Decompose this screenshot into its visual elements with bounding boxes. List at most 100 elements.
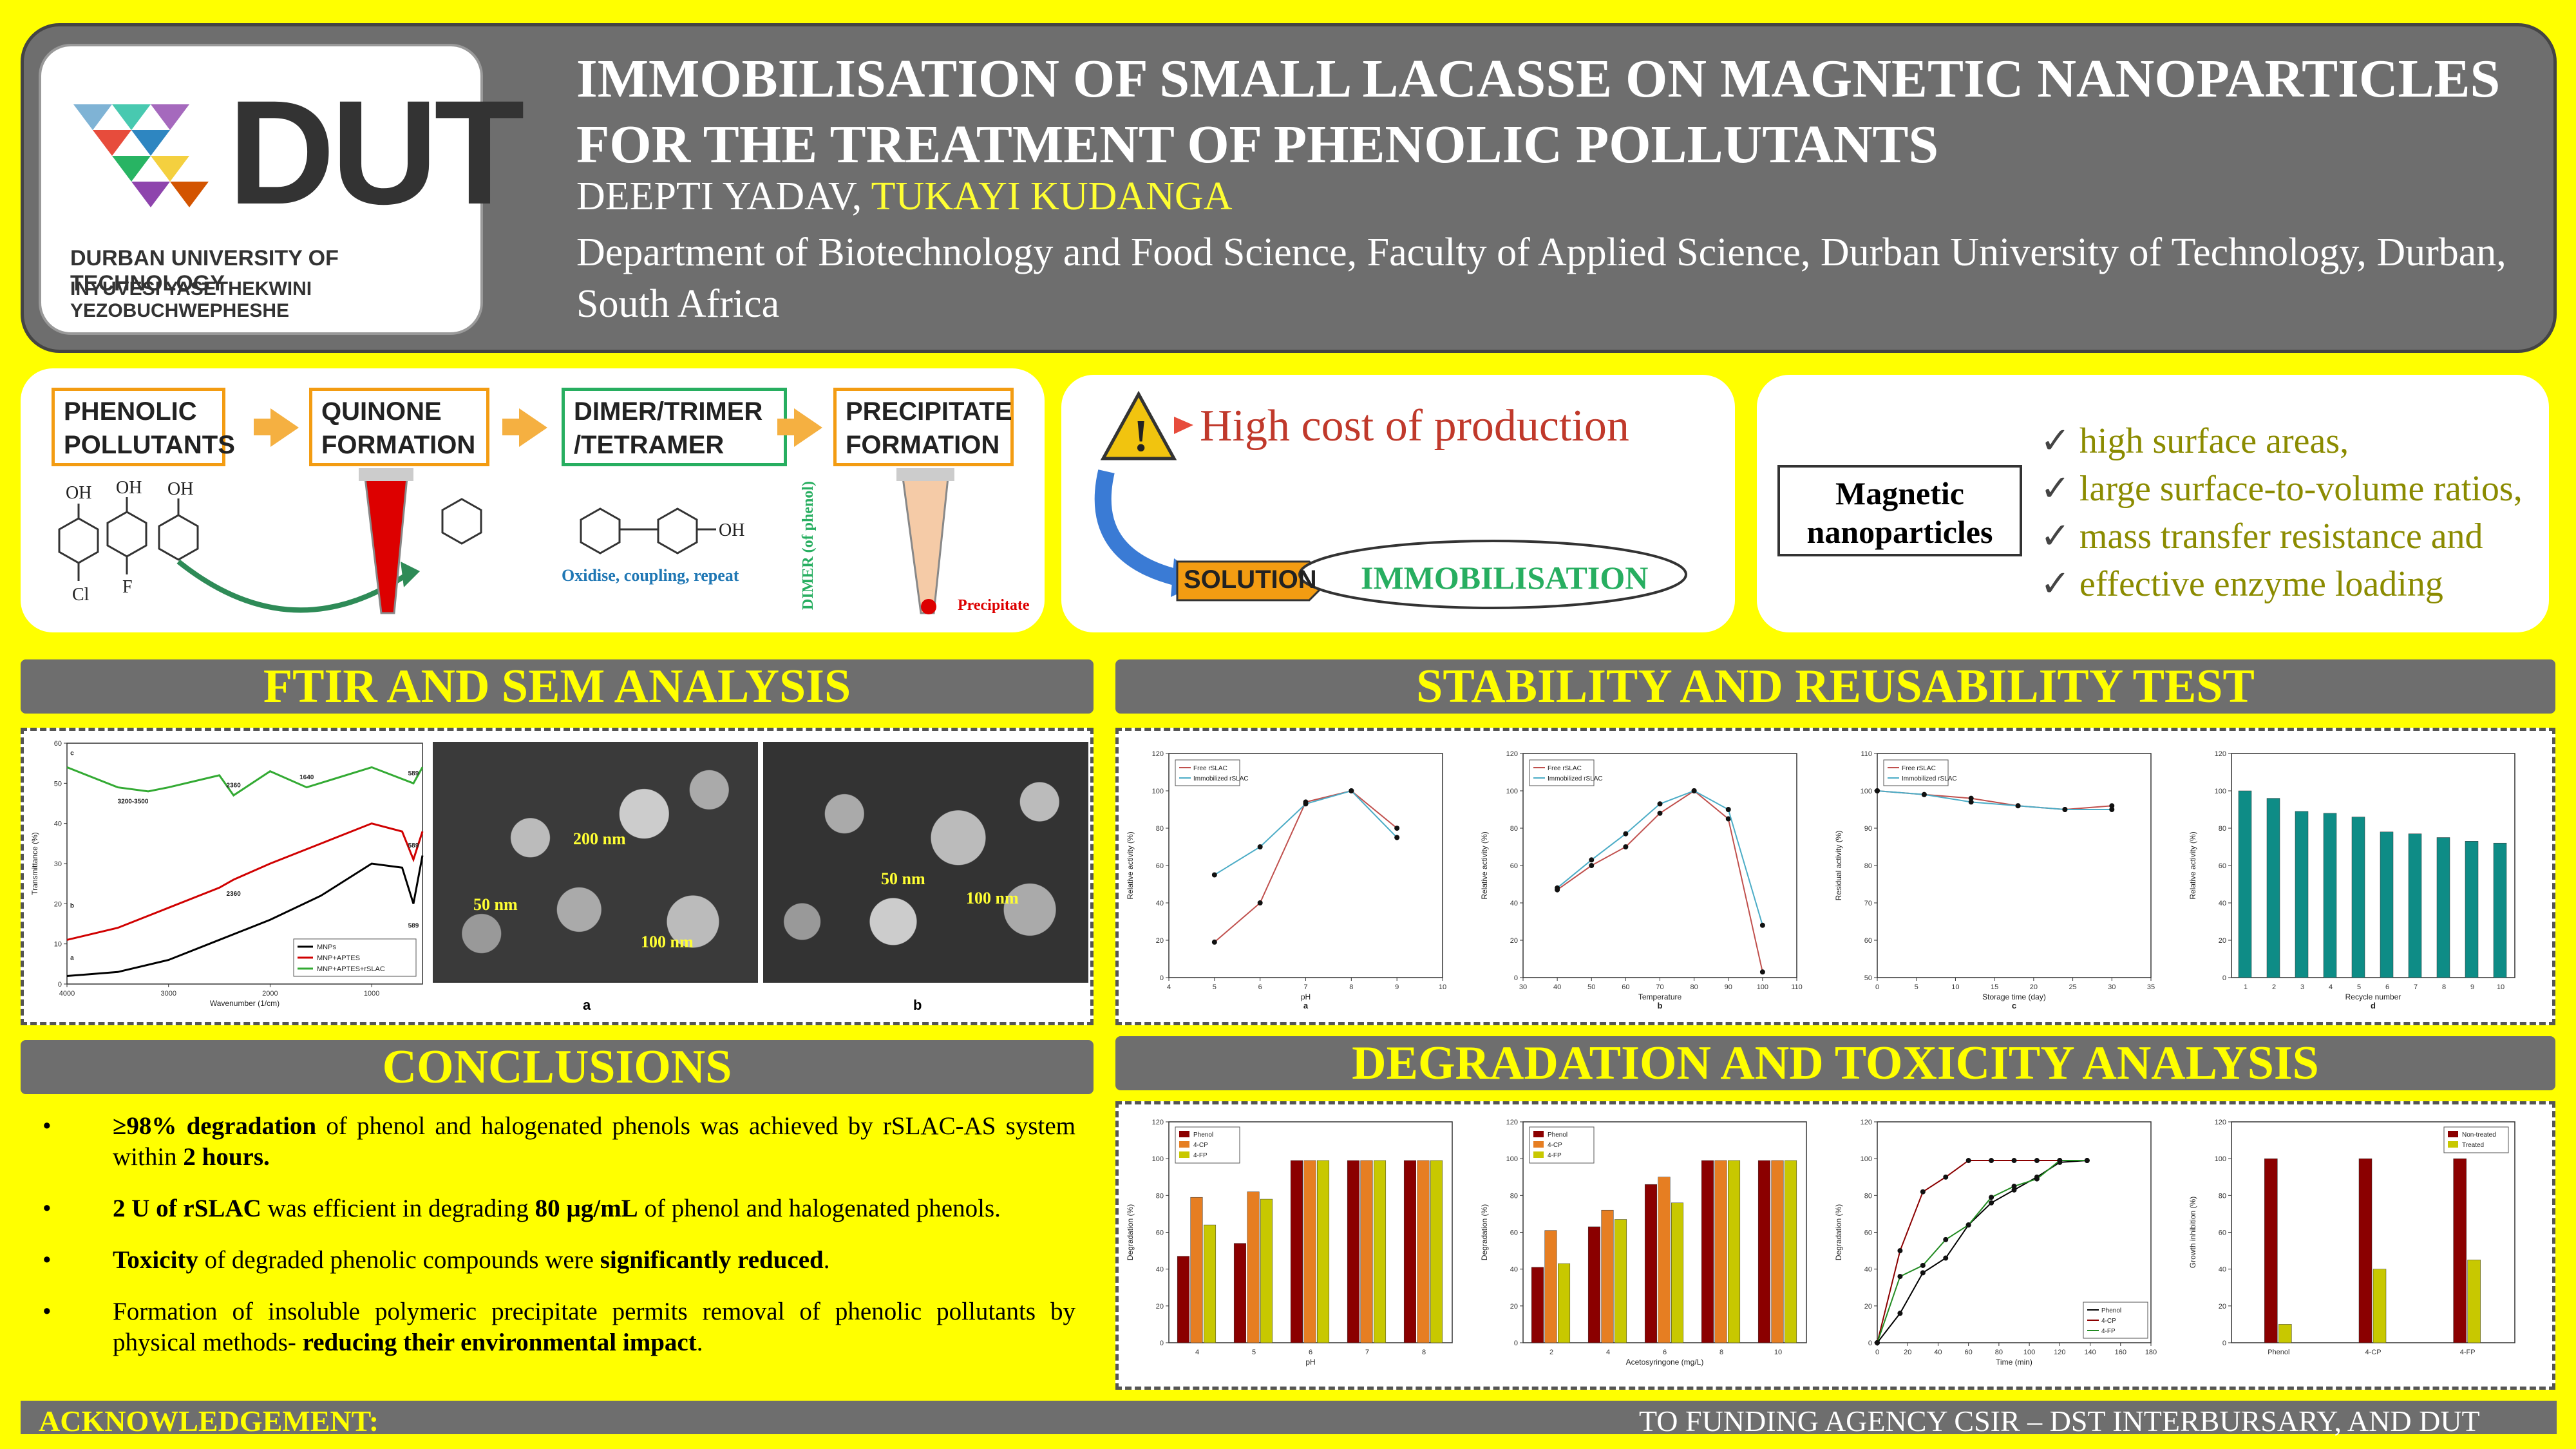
data-point: [1257, 900, 1263, 905]
y-tick-label: 0: [2222, 1340, 2226, 1347]
x-tick-label: 4: [1195, 1349, 1199, 1356]
x-tick-label: 6: [1663, 1349, 1667, 1356]
legend-label: Non-treated: [2462, 1132, 2496, 1139]
data-point: [1943, 1236, 1949, 1242]
y-tick-label: 20: [1156, 937, 1164, 945]
sem-scale-a2: 50 nm: [473, 895, 518, 914]
annotation: b: [70, 903, 74, 910]
x-tick-label: 9: [1395, 983, 1399, 991]
oh-label: OH: [719, 520, 744, 540]
legend-box: [1175, 759, 1240, 786]
x-tick-label: 100: [2023, 1349, 2035, 1356]
x-tick-label: 20: [1904, 1349, 1911, 1356]
data-point: [1989, 1200, 1994, 1206]
toxicity-chart: 0 20 40 60 80 100 120 Growth inhibition (%) Phen…: [2186, 1109, 2534, 1383]
data-point: [1303, 801, 1309, 807]
series-line: [66, 855, 424, 978]
y-tick-label: 40: [1510, 1266, 1518, 1274]
sem-image-a: [433, 742, 758, 981]
y-axis-label: Growth inhibition (%): [2188, 1197, 2197, 1268]
legend-swatch: [1179, 1151, 1189, 1158]
bar: [2372, 1269, 2387, 1343]
series-line: [1214, 790, 1397, 943]
problem-graphic: !: [1094, 390, 1687, 609]
y-tick-label: 60: [2219, 1229, 2226, 1237]
data-point: [1257, 844, 1263, 849]
bar: [2295, 811, 2309, 978]
data-point: [1623, 831, 1629, 837]
bar: [2264, 1158, 2278, 1343]
legend-swatch: [1179, 1141, 1189, 1148]
x-tick-label: 110: [1791, 983, 1803, 991]
data-point: [1943, 1174, 1949, 1180]
sem-info-a: [433, 981, 758, 999]
bar: [1558, 1263, 1571, 1343]
legend-label: Phenol: [2101, 1307, 2121, 1314]
immobilisation-label: IMMOBILISATION: [1361, 560, 1649, 596]
plot-frame: [1877, 753, 2152, 978]
bar: [1757, 1160, 1770, 1343]
data-point: [1897, 1248, 1903, 1254]
bar: [1190, 1197, 1203, 1343]
conclusion-item: • ≥98% degradation of phenol and halogena…: [43, 1112, 1076, 1171]
x-tick-label: 2: [2272, 983, 2276, 991]
sem-scale-b2: 100 nm: [966, 889, 1019, 907]
sem-scale-b1: 50 nm: [881, 869, 925, 888]
bar: [2323, 813, 2337, 978]
conclusion-item: • 2 U of rSLAC was efficient in degrading…: [43, 1195, 1001, 1222]
problem-panel: ! High cost of production SOLUTION IMMOB…: [1061, 375, 1735, 632]
bar: [1658, 1177, 1671, 1343]
legend-label: 4-FP: [1548, 1152, 1562, 1159]
legend-label: MNP+APTES: [317, 954, 360, 962]
data-point: [2015, 803, 2021, 809]
data-point: [1394, 835, 1400, 840]
legend-label: 4-FP: [2101, 1328, 2116, 1335]
x-tick-label: 25: [2069, 983, 2076, 991]
x-axis-label: Storage time (day): [1982, 992, 2046, 1001]
y-tick-label: 80: [1864, 1192, 1872, 1200]
x-tick-label: 40: [1553, 983, 1561, 991]
data-point: [2011, 1187, 2017, 1193]
logo-name: DURBAN UNIVERSITY OF TECHNOLOGY: [70, 246, 339, 296]
y-tick-label: 50: [1864, 974, 1872, 982]
y-tick-label: 0: [2222, 974, 2226, 982]
x-tick-label: 60: [1622, 983, 1629, 991]
solution-label: SOLUTION: [1184, 565, 1317, 594]
bar: [1347, 1160, 1359, 1343]
legend-label: 4-CP: [1193, 1142, 1208, 1149]
y-tick-label: 60: [1510, 862, 1518, 870]
y-tick-label: 120: [2215, 750, 2226, 758]
y-axis-label: Degradation (%): [1126, 1204, 1135, 1260]
data-point: [1349, 788, 1354, 793]
annotation: 589: [408, 842, 419, 849]
flow-step-3: DIMER/TRIMER /TETRAMER: [562, 388, 787, 466]
footer-bar: [21, 1401, 2557, 1434]
oh-label: OH: [167, 479, 193, 499]
y-tick-label: 30: [54, 860, 62, 868]
y-tick-label: 110: [1861, 750, 1872, 758]
annotation: 3200-3500: [118, 799, 149, 806]
data-point: [1555, 885, 1560, 891]
oh-label: OH: [66, 483, 91, 503]
x-tick-label: 6: [1258, 983, 1262, 991]
legend-label: 4-FP: [1193, 1152, 1208, 1159]
data-point: [1920, 1270, 1926, 1276]
y-tick-label: 80: [2219, 1192, 2226, 1200]
data-point: [1943, 1255, 1949, 1261]
x-tick-label: 4: [2329, 983, 2333, 991]
y-tick-label: 120: [1152, 750, 1164, 758]
legend-box: [1529, 759, 1595, 786]
y-tick-label: 10: [54, 941, 62, 949]
bar: [1177, 1256, 1189, 1343]
sem-scale-a1: 200 nm: [573, 829, 626, 848]
bar: [1360, 1160, 1373, 1343]
x-tick-label: 80: [1690, 983, 1698, 991]
x-axis-label: Acetosyringone (mg/L): [1626, 1358, 1704, 1367]
bar: [2358, 1158, 2372, 1343]
nano-point: ✓ large surface-to-volume ratios,: [2040, 469, 2523, 509]
bar: [2453, 1158, 2467, 1343]
y-tick-label: 80: [1864, 862, 1872, 870]
x-axis-label: Time (min): [1996, 1358, 2032, 1367]
y-tick-label: 60: [1156, 862, 1164, 870]
series-line: [1877, 1160, 2087, 1343]
